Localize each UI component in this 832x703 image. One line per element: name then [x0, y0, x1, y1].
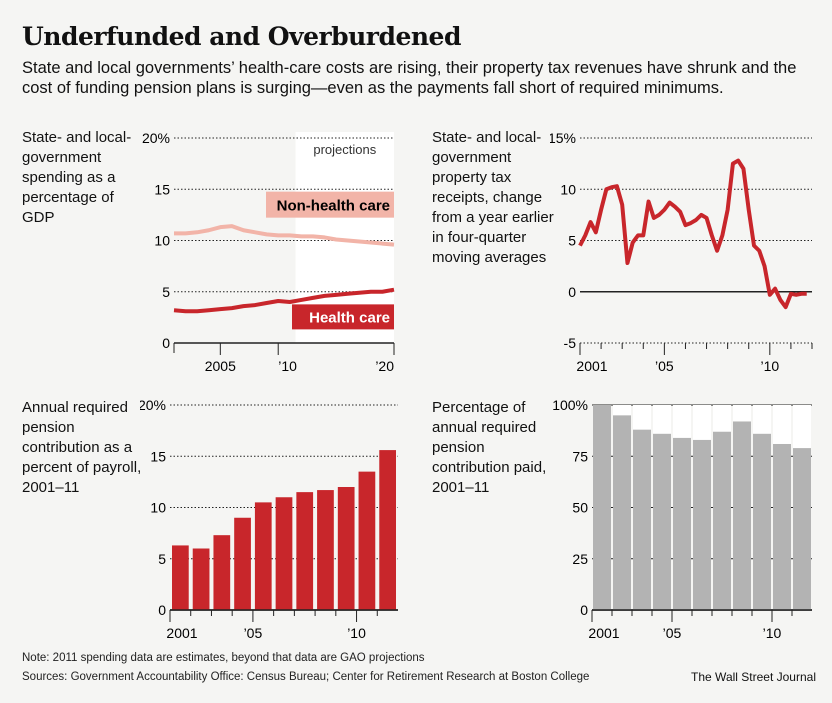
series-label-bg	[292, 304, 394, 330]
chart-subtitle: State and local governments’ health-care…	[22, 59, 797, 97]
y-tick-label: -5	[564, 335, 577, 351]
bar-remainder	[613, 405, 631, 416]
bar	[296, 492, 314, 610]
credit: The Wall Street Journal	[691, 670, 816, 684]
y-tick-label: 5	[162, 284, 170, 300]
sources: Sources: Government Accountability Offic…	[22, 671, 590, 683]
series-line	[174, 224, 395, 247]
series-line	[173, 287, 395, 314]
bar	[733, 421, 751, 610]
bar	[613, 415, 631, 610]
y-tick-label: 15	[150, 448, 166, 464]
bar	[254, 502, 272, 610]
y-tick-label: 75	[572, 448, 588, 464]
y-tick-label: 20%	[140, 397, 166, 413]
bar	[213, 535, 231, 610]
x-tick-label: ’10	[763, 625, 782, 641]
bar-remainder	[693, 405, 711, 440]
y-tick-label: 5	[568, 233, 576, 249]
y-tick-label: 100%	[552, 397, 588, 413]
y-tick-label: 0	[162, 335, 170, 351]
bar	[673, 437, 691, 610]
y-tick-label: 0	[158, 602, 166, 618]
y-tick-label: 20%	[142, 130, 170, 146]
bar-remainder	[633, 405, 651, 430]
chart3-label: Annual required pension contribution as …	[22, 399, 142, 496]
chart-pension-paid: 0 25 50 75 100% 2001 ’05 ’10	[552, 397, 812, 641]
x-tick-label: ’05	[655, 358, 674, 374]
y-tick-label: 15	[154, 181, 170, 197]
bar	[593, 405, 611, 610]
bar	[337, 487, 355, 610]
x-tick-label: ’10	[347, 625, 366, 641]
x-tick-label: ’05	[663, 625, 682, 641]
bar-remainder	[653, 405, 671, 434]
chart-pension-required: 0 5 10 15 20% 2001 ’05 ’10	[140, 397, 398, 641]
bar	[693, 439, 711, 610]
bar	[793, 448, 811, 610]
series-label: Non-health care	[277, 198, 390, 215]
footnote: Note: 2011 spending data are estimates, …	[22, 652, 425, 664]
x-tick-label: ’10	[278, 358, 297, 374]
y-tick-label: 10	[154, 233, 170, 249]
bar	[773, 443, 791, 610]
bar	[713, 431, 731, 610]
bar	[172, 545, 189, 610]
bar	[753, 433, 771, 610]
bar-remainder	[673, 405, 691, 438]
bar-remainder	[793, 405, 811, 449]
y-tick-label: 0	[580, 602, 588, 618]
chart4-label: Percentage of annual required pension co…	[432, 399, 547, 496]
bar	[317, 490, 334, 610]
y-tick-label: 10	[560, 181, 576, 197]
x-tick-label: 2001	[576, 358, 607, 374]
bar	[358, 471, 376, 610]
x-tick-label: ’20	[375, 358, 394, 374]
chart2-label: State- and local- government property ta…	[432, 129, 554, 266]
bar	[275, 497, 293, 610]
chart-property-tax: -5 0 5 10 15% 2001 ’05 ’10	[550, 130, 813, 374]
chart-spending-gdp: projections 0 5 10 15 20% 2005 ’10 ’20 Non-health…	[142, 130, 395, 374]
x-tick-label: 2005	[205, 358, 236, 374]
bar-remainder	[773, 405, 791, 444]
bar	[379, 450, 396, 610]
bar	[192, 548, 210, 610]
x-tick-label: 2001	[166, 625, 197, 641]
x-tick-label: ’05	[244, 625, 263, 641]
y-tick-label: 0	[568, 284, 576, 300]
y-tick-label: 10	[150, 500, 166, 516]
bar-remainder	[733, 405, 751, 422]
series-label: Health care	[309, 309, 390, 326]
chart1-label: State- and local- government spending as…	[22, 129, 132, 226]
bar	[653, 433, 671, 610]
x-tick-label: ’10	[760, 358, 779, 374]
bar-remainder	[713, 405, 731, 432]
y-tick-label: 25	[572, 551, 588, 567]
projection-label: projections	[313, 142, 376, 157]
y-tick-label: 50	[572, 500, 588, 516]
y-tick-label: 15%	[550, 130, 576, 146]
x-tick-label: 2001	[588, 625, 619, 641]
bar	[234, 517, 251, 610]
chart-title: Underfunded and Overburdened	[22, 22, 461, 51]
bar-remainder	[753, 405, 771, 434]
y-tick-label: 5	[158, 551, 166, 567]
bar	[633, 429, 651, 610]
series-line	[578, 158, 807, 310]
series-label-bg	[266, 191, 394, 218]
